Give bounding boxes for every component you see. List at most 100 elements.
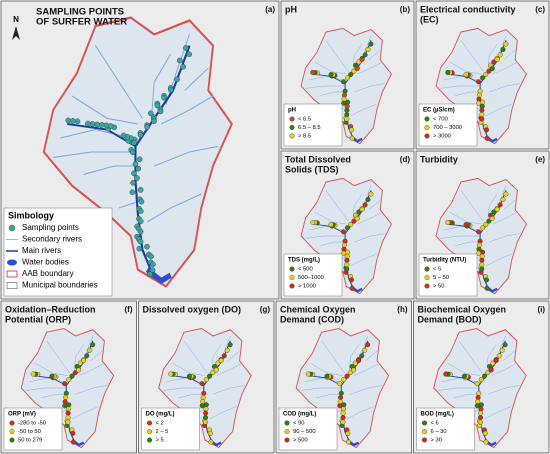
- sampling-point: [186, 51, 192, 58]
- sampling-point: [221, 353, 227, 359]
- sampling-point: [344, 116, 350, 122]
- sampling-point: [207, 373, 213, 379]
- sampling-point: [215, 360, 221, 366]
- legend-label: Main rivers: [22, 246, 61, 255]
- sampling-point: [63, 394, 69, 400]
- legend-label: 5 – 50: [433, 275, 449, 281]
- sampling-point: [359, 206, 365, 212]
- sampling-point: [365, 342, 371, 348]
- legend-label: > 3000: [433, 134, 451, 140]
- sampling-point: [65, 419, 71, 425]
- legend-label: -50 to 50: [18, 429, 41, 435]
- sampling-point: [345, 430, 351, 436]
- legend-label: Water bodies: [22, 258, 69, 267]
- sampling-point: [362, 202, 368, 208]
- sampling-point: [62, 403, 68, 409]
- panel-title: Biochemical Oxygen: [418, 304, 507, 314]
- sampling-point: [347, 370, 353, 376]
- legend-label: 500–1000: [298, 275, 324, 281]
- sampling-point: [493, 357, 499, 363]
- legend-label: 90 – 500: [293, 429, 316, 435]
- legend-label: < 700: [433, 117, 448, 123]
- sampling-point: [310, 219, 316, 225]
- sampling-point: [337, 381, 343, 387]
- sampling-point: [356, 357, 362, 363]
- sampling-point: [134, 175, 140, 181]
- legend-label: > 50: [433, 284, 444, 290]
- legend-swatch: [289, 275, 295, 281]
- legend-label: > 30: [431, 438, 442, 444]
- legend-box: [283, 103, 343, 147]
- sampling-point: [478, 402, 484, 408]
- sampling-point: [62, 381, 68, 387]
- panel-letter: (a): [265, 5, 275, 14]
- sampling-point: [479, 257, 485, 263]
- sampling-point: [135, 165, 142, 172]
- sampling-point: [98, 122, 105, 128]
- panel-letter: (c): [535, 5, 545, 14]
- legend-swatch: [289, 124, 295, 130]
- sampling-point: [485, 370, 491, 376]
- sampling-point: [352, 360, 358, 366]
- legend-title: EC (µS/cm): [423, 108, 455, 114]
- legend-title: BOD (mg/L): [421, 412, 454, 418]
- legend-swatch: [424, 133, 430, 139]
- sampling-point: [340, 229, 346, 235]
- sampling-point: [349, 285, 355, 291]
- legend-label: AAB boundary: [22, 269, 74, 278]
- legend-swatch: [6, 282, 18, 289]
- legend-box: [283, 253, 343, 297]
- sampling-point: [161, 94, 167, 101]
- sampling-point: [203, 406, 209, 412]
- sampling-point: [341, 402, 347, 408]
- legend-label: < 500: [298, 267, 313, 273]
- sampling-point: [368, 41, 374, 47]
- legend-box: [418, 103, 478, 147]
- legend-title: pH: [288, 108, 296, 114]
- sampling-point: [137, 187, 144, 193]
- legend-swatch: [422, 420, 428, 426]
- sampling-point: [341, 377, 347, 383]
- sampling-point: [341, 100, 347, 106]
- sampling-point: [66, 402, 72, 408]
- sampling-point: [499, 347, 505, 353]
- sampling-point: [66, 377, 72, 383]
- sampling-point: [341, 250, 347, 256]
- sampling-point: [85, 120, 91, 127]
- sampling-point: [479, 266, 485, 272]
- panel-letter: (b): [400, 5, 411, 14]
- sampling-point: [62, 399, 68, 405]
- sampling-point: [479, 262, 485, 268]
- panel-title: (EC): [420, 14, 439, 24]
- sampling-point: [480, 225, 486, 231]
- sampling-point: [137, 228, 144, 235]
- sampling-point: [149, 267, 156, 273]
- legend-label: -280 to -50: [18, 421, 46, 427]
- panel-title: Solids (TDS): [285, 164, 339, 174]
- panel-title: Potential (ORP): [5, 314, 71, 324]
- sampling-point: [218, 357, 224, 363]
- sampling-point: [138, 208, 144, 214]
- sampling-point: [65, 415, 71, 421]
- sampling-point: [479, 107, 485, 113]
- sampling-point: [489, 66, 495, 72]
- sampling-point: [479, 116, 485, 122]
- sampling-point: [81, 357, 87, 363]
- legend-swatch: [289, 133, 295, 139]
- sampling-point: [167, 87, 174, 93]
- sampling-point: [203, 377, 209, 383]
- sampling-point: [344, 257, 350, 263]
- sampling-point: [502, 342, 508, 348]
- legend-label: > 500: [293, 438, 308, 444]
- sampling-point: [477, 419, 483, 425]
- sampling-point: [344, 373, 350, 379]
- sampling-point: [131, 140, 137, 146]
- panel-title: Electrical conductivity: [420, 4, 516, 14]
- sampling-point: [443, 371, 449, 377]
- sampling-point: [351, 218, 357, 224]
- sampling-point: [474, 381, 480, 387]
- sampling-point: [345, 75, 351, 81]
- sampling-point: [480, 75, 486, 81]
- panel-title: OF SURFER WATER: [36, 17, 127, 28]
- sampling-point: [482, 373, 488, 379]
